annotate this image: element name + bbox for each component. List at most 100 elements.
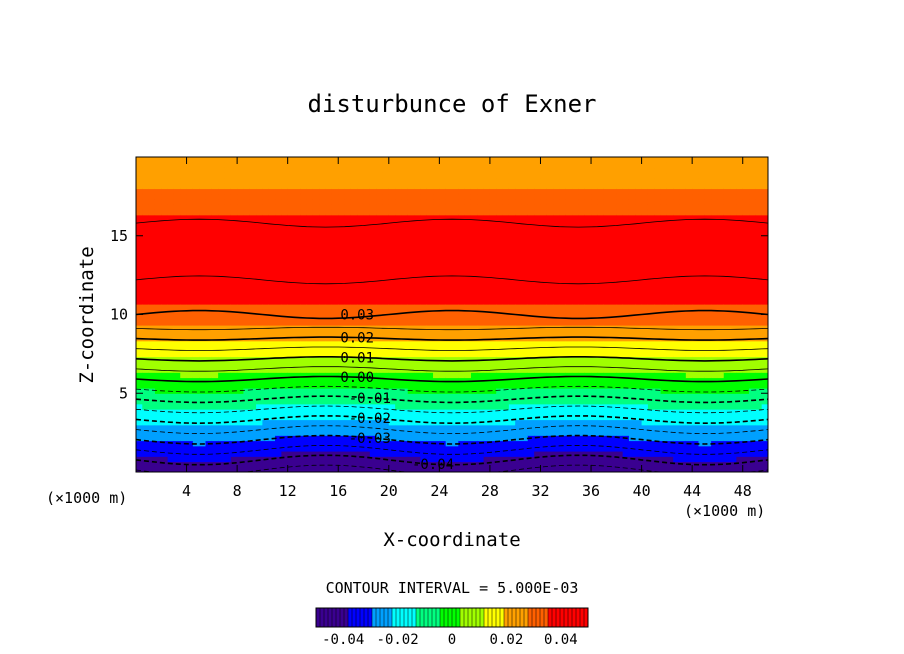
field-cell: [363, 262, 371, 268]
field-cell: [445, 372, 453, 379]
field-cell: [553, 356, 561, 363]
field-cell: [565, 209, 573, 216]
field-cell: [167, 330, 175, 337]
field-cell: [496, 440, 504, 447]
field-cell: [635, 157, 643, 163]
field-cell: [458, 351, 466, 358]
field-cell: [186, 235, 194, 242]
field-cell: [401, 288, 409, 295]
field-cell: [502, 325, 510, 331]
field-cell: [186, 220, 194, 226]
field-cell: [275, 204, 282, 211]
field-cell: [597, 267, 605, 274]
field-cell: [281, 225, 289, 232]
field-cell: [230, 461, 238, 468]
field-cell: [414, 456, 421, 463]
field-cell: [483, 241, 491, 247]
field-cell: [426, 461, 434, 468]
field-cell: [192, 167, 200, 174]
field-cell: [496, 451, 504, 457]
field-cell: [553, 377, 561, 384]
field-cell: [186, 388, 194, 394]
field-cell: [180, 424, 188, 431]
field-cell: [211, 309, 219, 316]
field-cell: [496, 409, 504, 415]
field-cell: [205, 340, 213, 347]
field-cell: [420, 230, 428, 237]
field-cell: [306, 304, 314, 310]
field-cell: [230, 372, 238, 379]
field-cell: [452, 393, 459, 400]
field-cell: [224, 256, 232, 263]
field-cell: [540, 393, 548, 400]
field-cell: [287, 251, 295, 258]
field-cell: [243, 325, 251, 331]
field-cell: [641, 309, 649, 316]
field-cell: [496, 178, 504, 184]
field-cell: [211, 199, 219, 205]
field-cell: [249, 162, 257, 169]
field-cell: [584, 461, 592, 468]
field-cell: [357, 162, 365, 169]
field-cell: [136, 241, 143, 247]
field-cell: [477, 461, 485, 468]
field-cell: [407, 172, 415, 179]
field-cell: [338, 304, 346, 310]
field-cell: [281, 393, 289, 400]
field-cell: [237, 172, 245, 179]
field-cell: [148, 209, 156, 216]
field-cell: [357, 209, 365, 216]
field-cell: [527, 377, 535, 384]
field-cell: [660, 419, 668, 426]
field-cell: [445, 377, 453, 384]
field-cell: [445, 157, 453, 163]
field-cell: [647, 235, 655, 242]
field-cell: [515, 445, 523, 452]
field-cell: [262, 414, 270, 421]
field-cell: [205, 367, 213, 373]
field-cell: [350, 372, 358, 379]
field-cell: [610, 456, 617, 463]
field-cell: [357, 167, 365, 174]
field-cell: [281, 256, 289, 263]
field-cell: [572, 409, 579, 415]
field-cell: [439, 209, 447, 216]
field-cell: [350, 178, 358, 184]
field-cell: [237, 330, 245, 337]
field-cell: [489, 393, 497, 400]
field-cell: [559, 277, 567, 284]
field-cell: [211, 372, 219, 379]
field-cell: [489, 335, 497, 342]
field-cell: [256, 319, 263, 326]
field-cell: [534, 351, 542, 358]
field-cell: [565, 314, 573, 321]
field-cell: [262, 183, 270, 190]
field-cell: [414, 367, 421, 373]
field-cell: [591, 162, 598, 169]
field-cell: [142, 272, 150, 279]
field-cell: [439, 304, 447, 310]
field-cell: [388, 403, 396, 410]
field-cell: [306, 188, 314, 195]
field-cell: [464, 325, 472, 331]
field-cell: [338, 293, 346, 300]
field-cell: [470, 304, 478, 310]
field-cell: [572, 167, 579, 174]
field-cell: [439, 356, 447, 363]
field-cell: [641, 283, 649, 289]
field-cell: [136, 199, 143, 205]
field-cell: [249, 461, 257, 468]
field-cell: [268, 188, 276, 195]
field-cell: [565, 330, 573, 337]
field-cell: [142, 414, 150, 421]
field-cell: [382, 293, 390, 300]
field-cell: [167, 167, 175, 174]
field-cell: [363, 304, 371, 310]
field-cell: [312, 288, 320, 295]
field-cell: [445, 309, 453, 316]
field-cell: [470, 445, 478, 452]
field-cell: [142, 466, 150, 472]
field-cell: [281, 461, 289, 468]
field-cell: [142, 183, 150, 190]
field-cell: [180, 277, 188, 284]
